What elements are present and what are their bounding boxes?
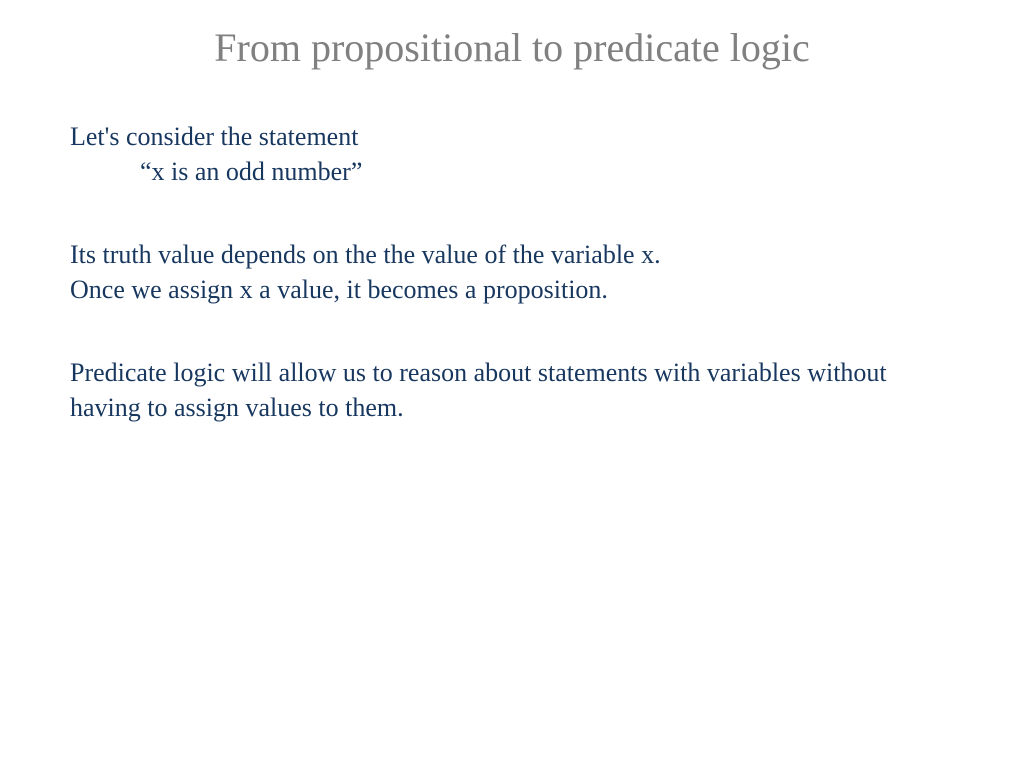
slide-body: Let's consider the statement “x is an od… [70, 119, 954, 426]
intro-text: Let's consider the statement [70, 119, 954, 154]
example-statement: “x is an odd number” [140, 154, 954, 189]
slide-container: From propositional to predicate logic Le… [0, 0, 1024, 768]
paragraph-2: Once we assign x a value, it becomes a p… [70, 272, 954, 307]
paragraph-1: Its truth value depends on the the value… [70, 237, 954, 272]
slide-title: From propositional to predicate logic [70, 24, 954, 71]
paragraph-3: Predicate logic will allow us to reason … [70, 355, 954, 425]
